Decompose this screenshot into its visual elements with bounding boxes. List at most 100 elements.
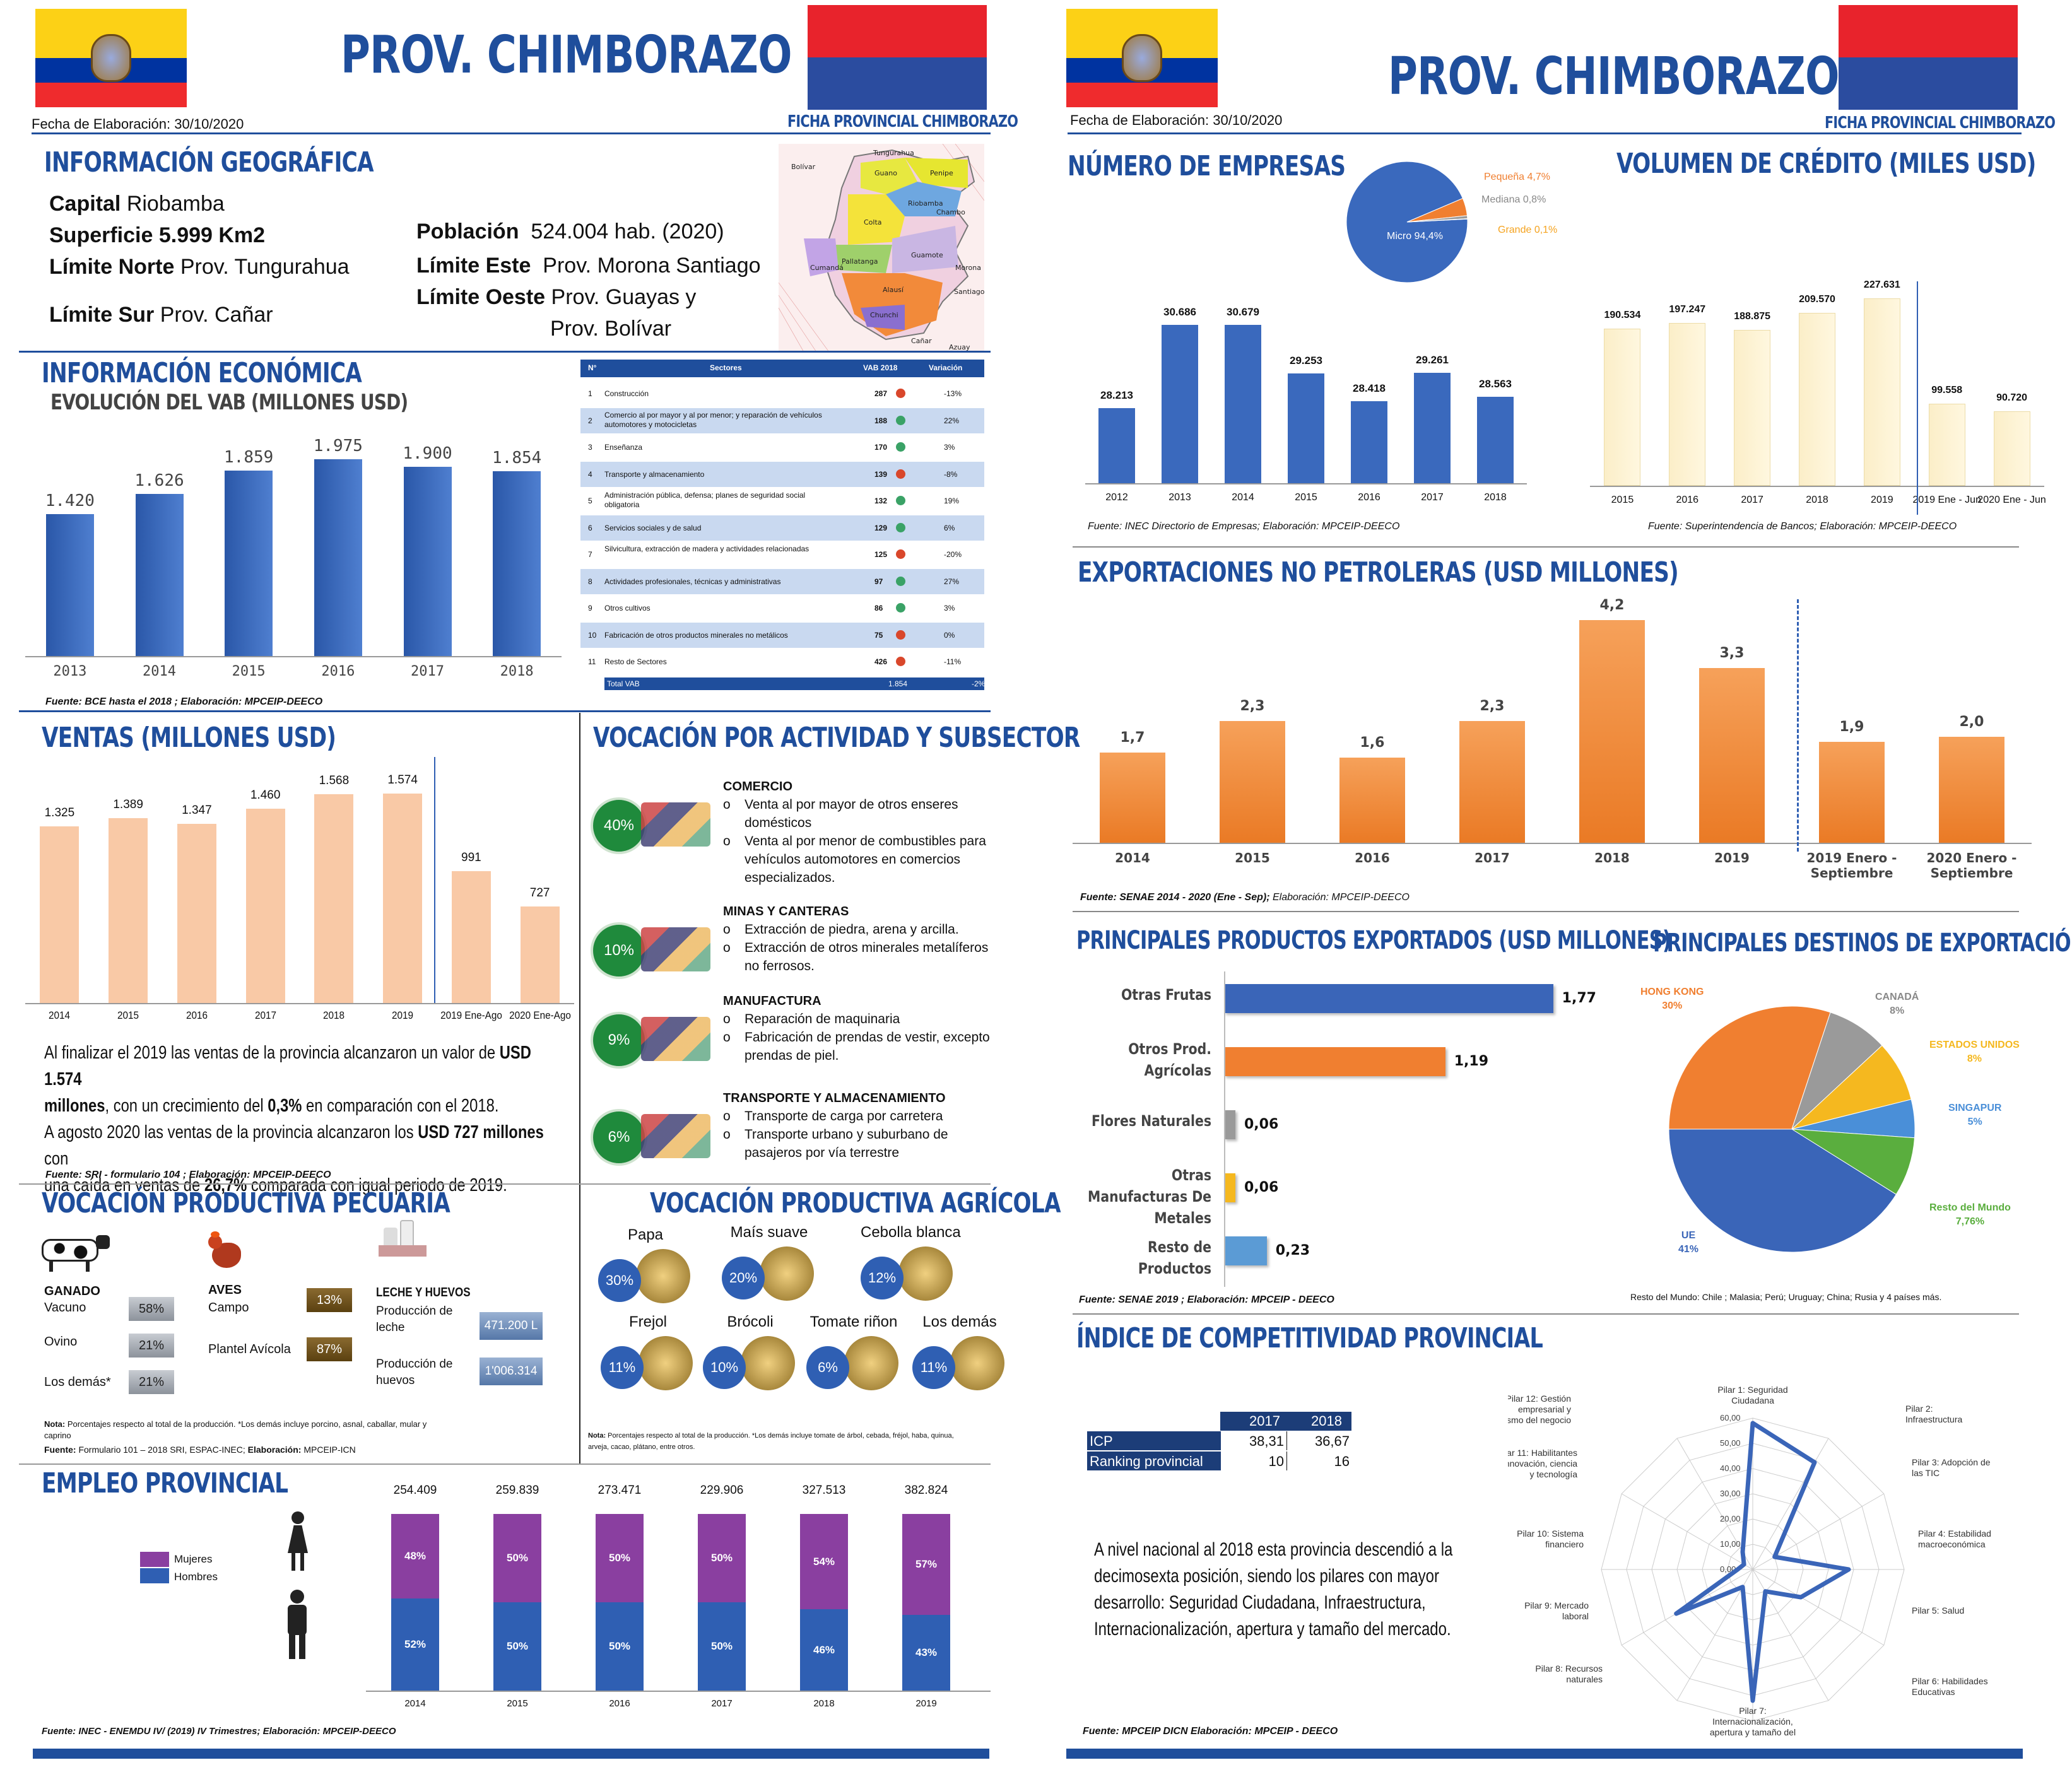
category-label: 2018	[1806, 495, 1828, 505]
este-value: Prov. Morona Santiago	[543, 254, 761, 278]
x-axis	[25, 1003, 574, 1004]
bullet-text: Fabricación de prendas de vestir, except…	[745, 1030, 990, 1045]
pie-slice-resto-del-mundo	[1791, 1129, 1916, 1195]
ecuador-flag-right	[1066, 9, 1218, 107]
export-divider	[1797, 599, 1799, 852]
radar-axis-label: Pilar 4: Estabilidad macroeconómica	[1918, 1528, 1991, 1549]
status-dot-icon	[896, 603, 905, 613]
cell-sector: Resto de Sectores	[604, 657, 667, 666]
bar-producto	[1224, 1047, 1445, 1076]
vab-chart: 1.420 2013 1.626 2014 1.859 2015 1.975 2016 1.90…	[25, 416, 562, 694]
ue-label: UE 41%	[1678, 1230, 1698, 1255]
radar-axis-label: Pilar 1: Seguridad Ciudadana	[1717, 1385, 1787, 1405]
bullet-text: no ferrosos.	[745, 959, 815, 973]
ecuador-flag-left	[35, 9, 187, 107]
vab-subtitle: EVOLUCIÓN DEL VAB (MILLONES USD)	[50, 390, 408, 415]
category-label: 2014	[1232, 492, 1254, 503]
category-label: 2013	[1168, 492, 1191, 503]
category-label: 2019	[392, 1009, 414, 1021]
hk-label: HONG KONG 30%	[1640, 987, 1704, 1012]
credito-title: VOLUMEN DE CRÉDITO (MILES USD)	[1616, 148, 2036, 180]
cell-vab: 132	[874, 496, 888, 505]
bullet-text: Extracción de otros minerales metalífero…	[745, 941, 989, 955]
vocacion-bullet: o Venta al por menor de combustibles para	[723, 834, 986, 849]
bar-2016	[1339, 758, 1405, 843]
prod-huevos-label-2: huevos	[376, 1374, 415, 1387]
vocacion-image	[641, 927, 710, 971]
oeste-key: Límite Oeste	[416, 285, 546, 309]
cell-sector: Actividades profesionales, técnicas y ad…	[604, 577, 781, 586]
agricola-note-2: arveja, cacao, plátano, entre otros.	[588, 1443, 695, 1451]
cell-sector: Construcción	[604, 389, 649, 398]
category-label: Otros Prod. Agrícolas	[1128, 1040, 1211, 1079]
aves-label: AVES	[208, 1283, 242, 1297]
header-rule-right	[1068, 132, 2022, 134]
crop-pct-badge: 6%	[806, 1346, 849, 1389]
cell-sector: Fabricación de otros productos minerales…	[604, 630, 788, 640]
vocacion-bullet: prendas de piel.	[723, 1048, 839, 1064]
category-label: 2015	[1611, 495, 1634, 505]
th-vab: VAB 2018	[863, 363, 898, 372]
credito-chart: 190.534 2015 197.247 2016 188.875 2017 209.570…	[1590, 278, 2046, 517]
vab-table-row: 1 Construcción 287 -13%	[580, 381, 984, 406]
mujeres-pct: 57%	[915, 1557, 938, 1570]
cell-vab: 139	[874, 469, 888, 479]
vocacion-image	[641, 1114, 710, 1158]
coat-of-arms-icon	[1122, 34, 1162, 82]
vab-table-row: 6 Servicios sociales y de salud 129 6%	[580, 515, 984, 541]
radar-axis-label: Pilar 5: Salud	[1912, 1605, 1964, 1616]
svg-text:Colta: Colta	[864, 218, 882, 226]
hk-name: HONG KONG	[1640, 987, 1704, 997]
bullet-text: especializados.	[745, 871, 835, 885]
category-label: Otras Manufacturas De Metales	[1088, 1166, 1211, 1227]
hombres-pct: 50%	[710, 1640, 733, 1652]
hombres-pct: 46%	[813, 1643, 835, 1656]
vocacion-bullet: o Reparación de maquinaria	[723, 1012, 900, 1027]
eu-name: ESTADOS UNIDOS	[1929, 1040, 2020, 1050]
empleo-title: EMPLEO PROVINCIAL	[42, 1467, 288, 1499]
bar-2017	[245, 808, 285, 1003]
bar-label: 727	[529, 886, 550, 900]
destinos-pie	[1668, 1006, 1916, 1253]
bar-mujeres	[800, 1514, 848, 1610]
cell-var: 3%	[944, 604, 955, 613]
ovino-label: Ovino	[44, 1335, 78, 1349]
bar-label: 197.247	[1669, 304, 1706, 315]
bullet-text: vehículos automotores en comercios	[745, 852, 960, 867]
bar-2015	[1288, 373, 1324, 483]
chimborazo-flag-right	[1839, 5, 2018, 110]
empresas-pie	[1346, 161, 1468, 283]
bar-2013	[45, 514, 94, 656]
hombres-pct: 43%	[915, 1646, 938, 1658]
bullet-text: Reparación de maquinaria	[745, 1012, 900, 1026]
radar-tick: 30,00	[1720, 1489, 1741, 1498]
category-label: 2019 Ene - Jun	[1912, 495, 1981, 505]
bar-producto	[1224, 984, 1553, 1013]
bullet-text: prendas de piel.	[745, 1048, 839, 1063]
status-dot-icon	[896, 657, 905, 666]
category-label: 2014	[49, 1009, 71, 1021]
vocacion-bullet: domésticos	[723, 816, 811, 831]
status-dot-icon	[896, 496, 905, 505]
radar-spoke	[1752, 1569, 1885, 1646]
x-axis	[1590, 486, 2044, 487]
ventas-title: VENTAS (MILLONES USD)	[42, 722, 336, 754]
svg-text:Chambo: Chambo	[936, 208, 965, 216]
vacuno-pct: 58%	[129, 1297, 174, 1321]
radar-spoke	[1752, 1493, 1885, 1570]
cell-sector: Comercio al por mayor y al por menor; y …	[604, 410, 822, 429]
cell-no: 10	[588, 630, 597, 640]
ventas-p2c: con	[44, 1149, 69, 1169]
crop-name: Cebolla blanca	[861, 1224, 961, 1241]
export-source: Fuente: SENAE 2014 - 2020 (Ene - Sep); E…	[1080, 892, 1410, 903]
campo-label: Campo	[208, 1301, 249, 1315]
vacuno-label: Vacuno	[44, 1301, 86, 1315]
vocacion-bullet: no ferrosos.	[723, 959, 815, 974]
vocacion-bullet: o Fabricación de prendas de vestir, excep…	[723, 1030, 990, 1045]
category-label: 2019 Ene-Ago	[440, 1009, 502, 1021]
productos-chart: Otras Frutas 1,77 Otros Prod. Agrícolas 1,1…	[1060, 971, 1628, 1287]
category-label: 2013	[53, 664, 87, 679]
vocacion-bullet: o Venta al por mayor de otros enseres	[723, 797, 958, 812]
category-label: 2019 Enero - Septiembre	[1806, 850, 1897, 881]
